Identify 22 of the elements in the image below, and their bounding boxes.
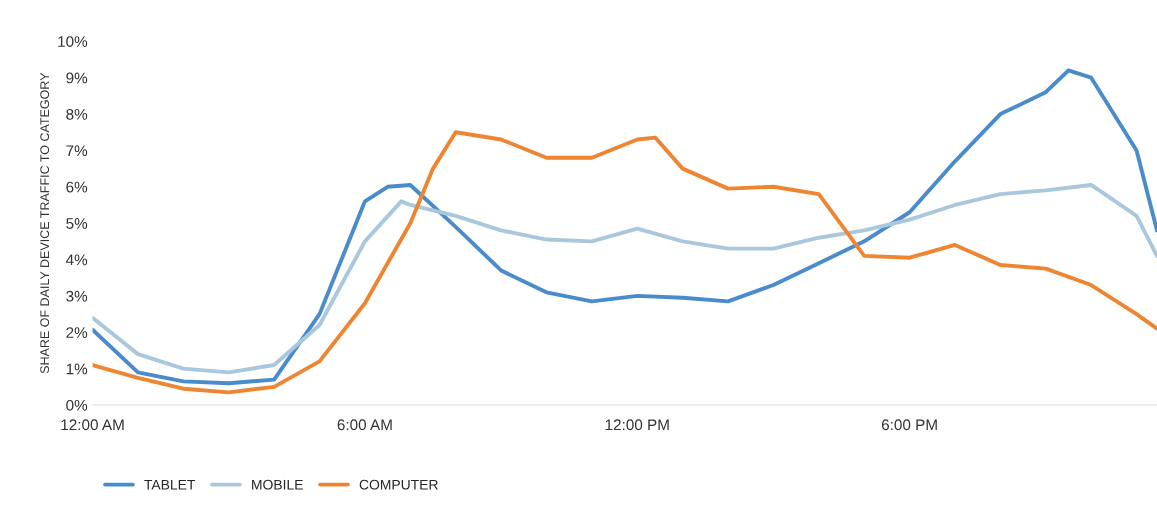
line-series bbox=[92, 130, 1157, 395]
legend-label: MOBILE bbox=[252, 479, 303, 490]
x-tick-label: 12:00 AM bbox=[61, 419, 124, 431]
y-tick-label: 5% bbox=[66, 218, 88, 229]
y-tick-label: 2% bbox=[66, 327, 88, 338]
y-tick-label: 10% bbox=[58, 36, 88, 47]
legend-label: COMPUTER bbox=[359, 479, 438, 490]
y-tick-label: 9% bbox=[66, 72, 88, 84]
y-tick-label: 0% bbox=[66, 399, 88, 411]
y-tick-label: 1% bbox=[66, 363, 88, 375]
line-series bbox=[92, 183, 1157, 375]
y-tick-label: 7% bbox=[66, 145, 88, 157]
y-tick-label: 6% bbox=[66, 181, 88, 193]
line-series bbox=[92, 68, 1157, 386]
y-tick-label: 3% bbox=[66, 290, 88, 302]
x-tick-label: 6:00 AM bbox=[337, 419, 392, 431]
y-axis-title: SHARE OF DAILY DEVICE TRAFFIC TO CATEGORY bbox=[40, 72, 50, 374]
legend-label: TABLET bbox=[144, 479, 196, 490]
y-tick-label: 8% bbox=[66, 108, 88, 120]
y-tick-label: 4% bbox=[65, 254, 88, 266]
x-tick-label: 12:00 PM bbox=[605, 419, 669, 431]
x-tick-label: 6:00 PM bbox=[881, 419, 937, 431]
